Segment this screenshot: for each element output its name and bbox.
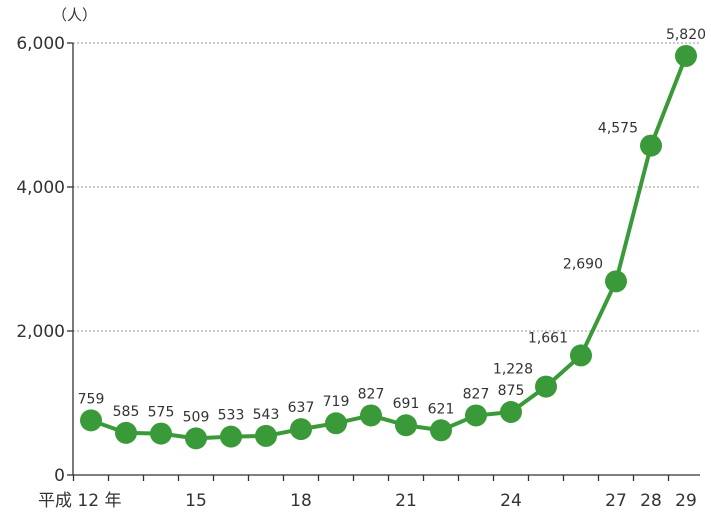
- data-label: 575: [148, 405, 175, 421]
- x-tick-label: 平成 12 年: [38, 491, 121, 511]
- y-axis-unit: （人）: [52, 6, 97, 24]
- x-tick-labels: 平成 12 年 15 18 21 24 27 28 29: [38, 491, 697, 511]
- data-point: [535, 375, 557, 398]
- data-point: [185, 427, 207, 450]
- data-label: 533: [218, 408, 245, 424]
- data-label: 875: [498, 383, 525, 399]
- data-point: [570, 344, 592, 367]
- data-label: 5,820: [666, 27, 706, 43]
- grid-lines: [73, 42, 700, 332]
- y-tick-labels: 0 2,000 4,000 6,000: [16, 34, 65, 486]
- data-point: [80, 409, 102, 432]
- data-point: [290, 418, 312, 441]
- data-label: 585: [113, 404, 140, 420]
- x-tick-label: 18: [290, 491, 312, 511]
- data-point: [430, 419, 452, 442]
- data-point: [325, 412, 347, 435]
- series-line: [90, 55, 688, 441]
- data-label: 509: [183, 409, 210, 425]
- axes: [67, 42, 700, 481]
- x-tick-label: 29: [675, 491, 697, 511]
- data-label: 4,575: [598, 121, 638, 137]
- data-point: [675, 44, 697, 67]
- data-point: [395, 414, 417, 437]
- data-point: [640, 134, 662, 157]
- data-label: 637: [288, 400, 315, 416]
- data-label: 543: [253, 407, 280, 423]
- data-point: [360, 404, 382, 427]
- x-tick-label: 21: [395, 491, 417, 511]
- y-tick-label: 0: [54, 466, 65, 486]
- data-point: [465, 404, 487, 427]
- data-point: [220, 425, 242, 448]
- data-labels: 759 585 575 509 533 543 637 719 827 691 621 827 875 1…: [78, 27, 706, 425]
- x-tick-label: 15: [185, 491, 207, 511]
- data-label: 2,690: [563, 256, 603, 272]
- data-label: 759: [78, 391, 105, 407]
- series-polyline: [90, 55, 688, 441]
- data-label: 621: [428, 401, 455, 417]
- y-tick-label: 6,000: [16, 34, 65, 54]
- data-label: 1,228: [493, 362, 533, 378]
- data-point: [500, 401, 522, 423]
- x-tick-label: 24: [500, 491, 522, 511]
- data-point: [150, 422, 172, 445]
- data-point: [255, 424, 277, 447]
- data-label: 1,661: [528, 330, 568, 346]
- data-label: 827: [358, 386, 385, 402]
- data-points: [80, 44, 697, 450]
- data-label: 827: [463, 386, 490, 402]
- data-point: [115, 421, 137, 444]
- x-tick-label: 28: [640, 491, 662, 511]
- data-point: [605, 270, 627, 293]
- y-tick-label: 2,000: [16, 322, 65, 342]
- data-label: 691: [393, 396, 420, 412]
- x-tick-label: 27: [605, 491, 627, 511]
- y-tick-label: 4,000: [16, 178, 65, 198]
- data-label: 719: [323, 394, 350, 410]
